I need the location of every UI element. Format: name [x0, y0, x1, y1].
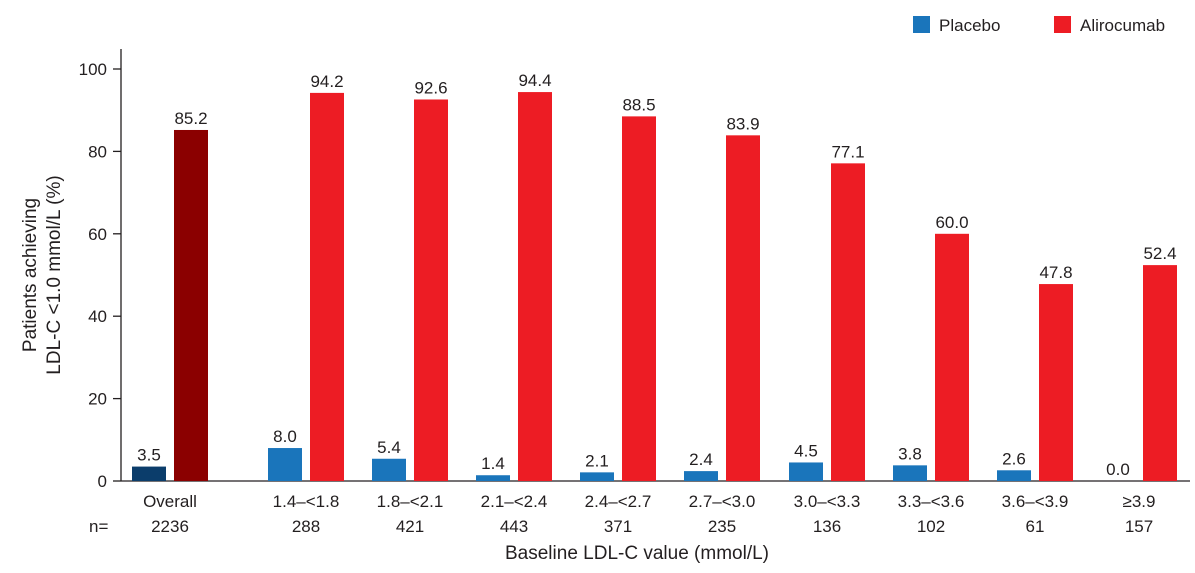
x-category-label: 2.1–<2.4: [481, 492, 548, 511]
bar-placebo-6: [789, 462, 823, 481]
legend-swatch-alirocumab: [1054, 16, 1071, 33]
value-labels: 3.5 85.2 8.0 94.2 5.4 92.6 1.4 94.4 2.1 88.5 2.4 83…: [137, 71, 1176, 479]
bar-alirocumab-6: [831, 163, 865, 481]
legend-label-placebo: Placebo: [939, 16, 1000, 35]
x-category-label: 3.0–<3.3: [794, 492, 861, 511]
value-label-placebo: 2.6: [1002, 449, 1026, 468]
n-value: 371: [604, 517, 632, 536]
bar-placebo-4: [580, 472, 614, 481]
y-tick-label: 80: [88, 142, 107, 161]
bar-alirocumab-0: [174, 129, 208, 481]
n-value: 288: [292, 517, 320, 536]
y-axis: 0 20 40 60 80 100: [79, 49, 122, 491]
bar-alirocumab-9: [1143, 265, 1177, 481]
x-category-label: 3.3–<3.6: [898, 492, 965, 511]
value-label-placebo: 4.5: [794, 441, 818, 460]
value-label-placebo: 3.8: [898, 444, 922, 463]
n-value: 157: [1125, 517, 1153, 536]
value-label-alirocumab: 92.6: [414, 78, 447, 97]
bar-alirocumab-4: [622, 116, 656, 481]
n-value: 235: [708, 517, 736, 536]
value-label-alirocumab: 85.2: [174, 109, 207, 128]
value-label-alirocumab: 94.2: [310, 72, 343, 91]
value-label-alirocumab: 47.8: [1039, 263, 1072, 282]
bar-alirocumab-5: [726, 135, 760, 481]
bar-placebo-1: [268, 448, 302, 481]
value-label-alirocumab: 94.4: [518, 71, 551, 90]
bar-placebo-0: [132, 466, 166, 481]
y-tick-label: 0: [98, 472, 107, 491]
value-label-placebo: 2.1: [585, 451, 609, 470]
y-tick-label: 60: [88, 225, 107, 244]
y-tick-label: 40: [88, 307, 107, 326]
bar-placebo-7: [893, 465, 927, 481]
value-label-alirocumab: 52.4: [1143, 244, 1176, 263]
x-category-label: 3.6–<3.9: [1002, 492, 1069, 511]
bar-alirocumab-2: [414, 99, 448, 481]
bar-placebo-3: [476, 475, 510, 481]
x-category-label: 2.4–<2.7: [585, 492, 652, 511]
y-axis-title-line: LDL-C <1.0 mmol/L (%): [44, 175, 65, 374]
bar-alirocumab-8: [1039, 284, 1073, 481]
value-label-placebo: 1.4: [481, 454, 505, 473]
x-category-label: 1.8–<2.1: [377, 492, 444, 511]
value-label-alirocumab: 60.0: [935, 213, 968, 232]
value-label-alirocumab: 77.1: [831, 142, 864, 161]
bar-placebo-2: [372, 458, 406, 481]
value-label-placebo: 0.0: [1106, 460, 1130, 479]
value-label-placebo: 5.4: [377, 438, 401, 457]
value-label-placebo: 2.4: [689, 450, 713, 469]
bars: [132, 92, 1177, 482]
bar-placebo-5: [684, 471, 718, 481]
legend-label-alirocumab: Alirocumab: [1080, 16, 1165, 35]
x-category-label: ≥3.9: [1123, 492, 1156, 511]
x-category-label: Overall: [143, 492, 197, 511]
x-axis: Overall 1.4–<1.8 1.8–<2.1 2.1–<2.4 2.4–<2.7 2…: [121, 480, 1190, 511]
x-category-label: 1.4–<1.8: [273, 492, 340, 511]
x-axis-title: Baseline LDL-C value (mmol/L): [505, 543, 769, 564]
n-value: 102: [917, 517, 945, 536]
bar-alirocumab-7: [935, 233, 969, 481]
x-category-label: 2.7–<3.0: [689, 492, 756, 511]
bar-alirocumab-1: [310, 92, 344, 481]
y-axis-title: Patients achieving LDL-C <1.0 mmol/L (%): [20, 175, 65, 374]
bar-alirocumab-3: [518, 92, 552, 482]
legend-swatch-placebo: [913, 16, 930, 33]
n-value: 443: [500, 517, 528, 536]
y-tick-label: 100: [79, 60, 107, 79]
n-value: 421: [396, 517, 424, 536]
value-label-alirocumab: 88.5: [622, 95, 655, 114]
n-prefix: n=: [89, 517, 108, 536]
y-tick-label: 20: [88, 390, 107, 409]
n-value: 61: [1026, 517, 1045, 536]
legend: Placebo Alirocumab: [913, 16, 1165, 35]
value-label-placebo: 3.5: [137, 446, 161, 465]
value-label-placebo: 8.0: [273, 427, 297, 446]
bar-placebo-8: [997, 470, 1031, 481]
n-value: 2236: [151, 517, 189, 536]
n-value: 136: [813, 517, 841, 536]
n-row: 2236 288 421 443 371 235 136 102 61 157 n=: [89, 517, 1153, 536]
y-axis-title-line: Patients achieving: [20, 198, 41, 352]
value-label-alirocumab: 83.9: [726, 114, 759, 133]
